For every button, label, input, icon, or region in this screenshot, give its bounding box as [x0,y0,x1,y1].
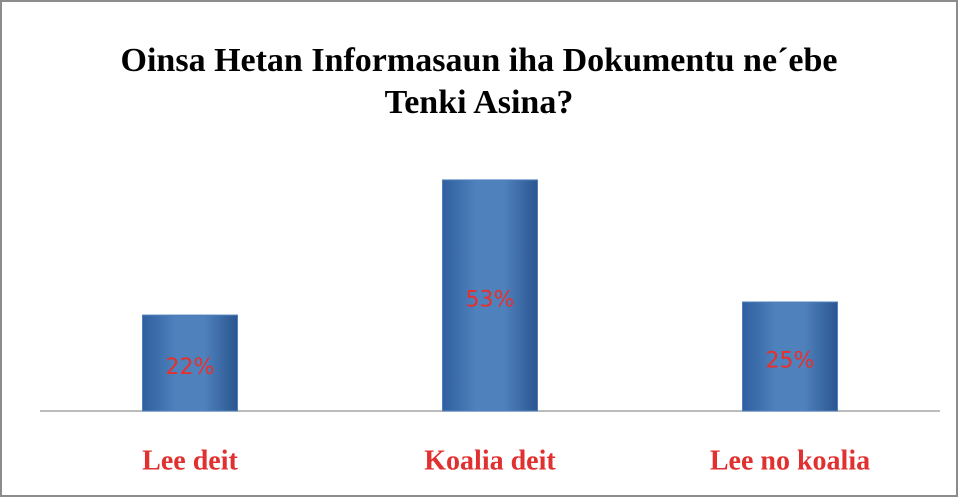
bar [142,314,238,412]
x-tick-label: Lee deit [142,445,238,476]
chart-title: Oinsa Hetan Informasaun iha Dokumentu ne… [120,42,838,121]
value-label: 22% [166,355,215,380]
x-tick-label: Koalia deit [424,445,556,476]
bar [742,301,838,412]
x-tick-label: Lee no koalia [710,445,870,476]
bar [442,179,538,412]
value-label: 25% [766,349,815,374]
value-label: 53% [466,287,515,312]
